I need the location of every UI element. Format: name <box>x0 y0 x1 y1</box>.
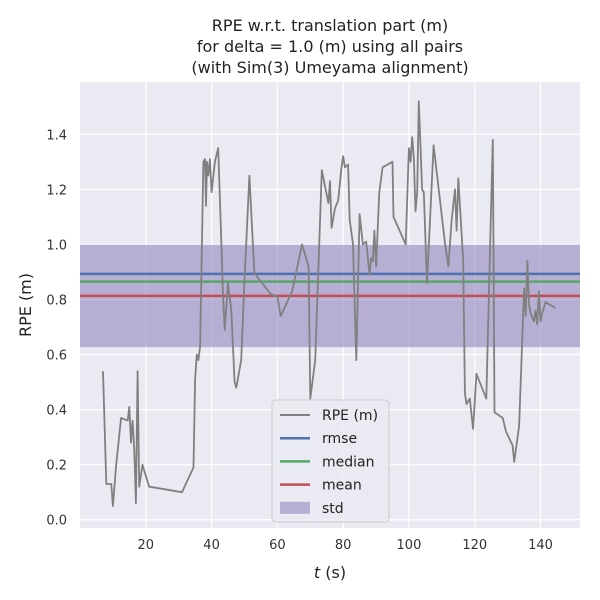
legend-item-median: median <box>280 454 374 470</box>
stat-lines <box>80 272 580 298</box>
legend-label: std <box>322 501 344 517</box>
y-tick-label: 1.4 <box>46 128 67 143</box>
x-tick-labels: 20 40 60 80 100 120 140 <box>138 538 553 553</box>
x-tick-label: 20 <box>138 538 155 553</box>
legend-label: mean <box>322 478 362 494</box>
x-tick-label: 80 <box>335 538 352 553</box>
chart-title-line-1: RPE w.r.t. translation part (m) <box>212 16 448 35</box>
y-tick-label: 1.0 <box>46 238 67 253</box>
y-tick-label: 0.4 <box>46 404 67 419</box>
y-tick-label: 0.8 <box>46 293 67 308</box>
legend-swatch <box>280 501 310 514</box>
legend-label: rmse <box>322 431 357 447</box>
y-tick-label: 0.0 <box>46 514 67 529</box>
y-tick-label: 0.6 <box>46 349 67 364</box>
legend-item-rmse: rmse <box>280 431 357 447</box>
y-tick-labels: 0.0 0.2 0.4 0.6 0.8 1.0 1.2 1.4 <box>46 128 67 528</box>
legend-item-std: std <box>280 501 344 517</box>
chart-title-line-2: for delta = 1.0 (m) using all pairs <box>197 37 463 56</box>
rpe-series-line <box>102 100 556 507</box>
x-tick-label: 100 <box>397 538 422 553</box>
x-tick-label: 60 <box>269 538 286 553</box>
y-axis-label: RPE (m) <box>16 273 35 337</box>
legend: RPE (m) rmse median mean std <box>271 399 390 523</box>
legend-label: RPE (m) <box>322 408 378 424</box>
series-layer <box>102 100 556 507</box>
x-tick-label: 120 <box>462 538 487 553</box>
y-tick-label: 1.2 <box>46 183 67 198</box>
legend-label: median <box>322 454 374 470</box>
legend-item-rpe: RPE (m) <box>280 408 378 424</box>
y-tick-label: 0.2 <box>46 459 67 474</box>
x-axis-label: t (s) <box>314 563 346 582</box>
legend-box <box>271 399 390 523</box>
x-tick-label: 40 <box>203 538 220 553</box>
x-tick-label: 140 <box>528 538 553 553</box>
legend-item-mean: mean <box>280 478 362 494</box>
chart-title: RPE w.r.t. translation part (m) for delt… <box>191 16 468 77</box>
chart-title-line-3: (with Sim(3) Umeyama alignment) <box>191 58 468 77</box>
